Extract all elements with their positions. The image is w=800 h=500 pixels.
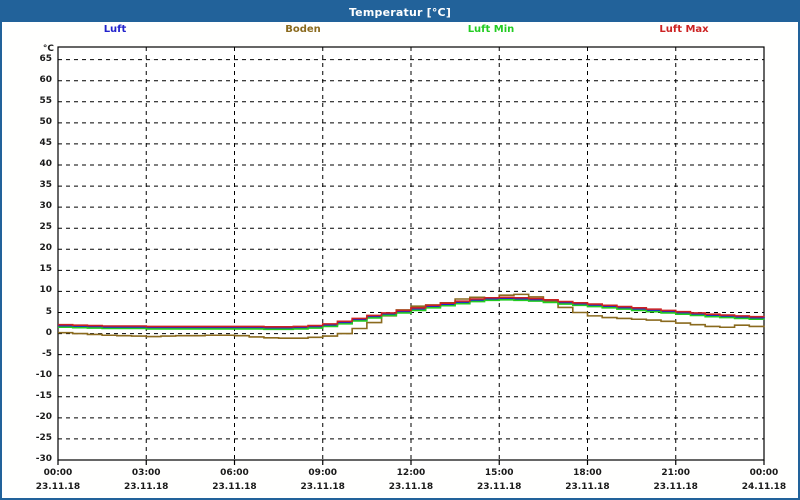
x-axis-time-label: 21:00 (661, 468, 691, 478)
x-axis-date-label: 24.11.18 (741, 482, 787, 492)
x-axis-date-label: 23.11.18 (477, 482, 522, 492)
y-axis-tick-label: 20 (39, 243, 52, 254)
x-axis-time-label: 00:00 (749, 468, 779, 478)
x-axis-time-label: 00:00 (43, 468, 73, 478)
y-axis-tick-label: 30 (39, 201, 52, 212)
y-axis-tick-label: -25 (35, 432, 52, 443)
legend-item-boden: Boden (285, 24, 321, 35)
y-axis-tick-label: 25 (39, 222, 52, 233)
y-axis-tick-label: -20 (35, 411, 52, 422)
y-axis-tick-label: 15 (39, 264, 52, 275)
chart-plot-area: °C 65 60 55 50 45 40 35 30 25 20 15 10 5 0 -5 -10 -15 -20-… (2, 40, 798, 498)
temperature-line-chart (57, 46, 765, 465)
legend-item-luft: Luft (103, 24, 127, 35)
y-axis-tick-label: -30 (35, 454, 52, 464)
legend-item-luft-max: Luft Max (659, 24, 709, 35)
y-axis-tick-label: 10 (39, 285, 52, 296)
series-line-luft-min (58, 299, 765, 331)
x-axis-date-label: 23.11.18 (388, 482, 434, 492)
y-axis-tick-label: 45 (39, 137, 52, 148)
x-axis-date-label: 23.11.18 (35, 482, 81, 492)
x-axis-time-label: 09:00 (308, 468, 338, 478)
y-axis-tick-label: 50 (39, 116, 52, 127)
y-axis-tick-label: -10 (35, 369, 52, 380)
y-axis-unit-label: °C (42, 44, 54, 54)
y-axis-tick-label: -5 (42, 348, 52, 359)
x-axis-time-label: 12:00 (396, 468, 426, 478)
page-title: Temperatur [°C] (348, 5, 452, 19)
x-axis-date-label: 23.11.18 (300, 482, 345, 492)
y-axis-tick-label: 35 (39, 180, 52, 191)
y-axis-tick-label: 65 (39, 53, 52, 64)
legend-item-luft-min: Luft Min (467, 24, 515, 35)
y-axis-tick-label: 5 (45, 306, 52, 317)
x-axis-time-label: 03:00 (131, 468, 161, 478)
x-axis-time-label: 18:00 (573, 468, 602, 478)
x-axis-date-label: 23.11.18 (212, 482, 257, 492)
x-axis-time-label: 15:00 (484, 468, 514, 478)
y-axis-tick-label: 60 (39, 74, 52, 85)
y-axis-tick-label: 0 (45, 327, 52, 338)
x-axis-date-label: 23.11.18 (653, 482, 698, 492)
y-axis-tick-label: -15 (35, 390, 52, 401)
chart-legend: Luft Boden Luft Min Luft Max (2, 24, 798, 40)
x-axis-date-label: 23.11.18 (565, 482, 610, 492)
window-title-bar: Temperatur [°C] (2, 2, 798, 22)
x-axis-time-label: 06:00 (220, 468, 249, 478)
series-line-luft-max (58, 296, 765, 328)
y-axis-tick-label: 55 (39, 95, 52, 106)
plot-background (58, 47, 764, 460)
x-axis-date-label: 23.11.18 (124, 482, 169, 492)
y-axis-tick-label: 40 (39, 159, 52, 169)
